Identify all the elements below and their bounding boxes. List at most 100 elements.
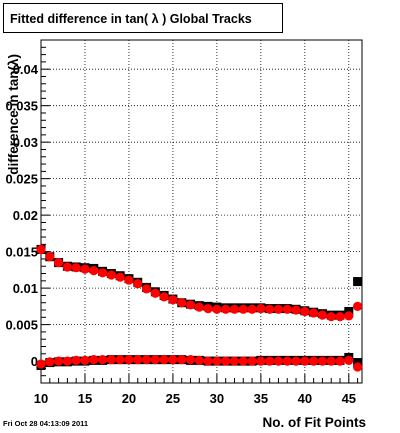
- data-point-red-circle: [141, 355, 152, 365]
- y-tick-label: 0.01: [13, 281, 38, 296]
- data-point-red-circle: [124, 275, 134, 285]
- x-tick-label: 40: [298, 391, 312, 406]
- data-point-red-circle: [115, 272, 125, 282]
- title-box: Fitted difference in tan( λ ) Global Tra…: [3, 3, 283, 33]
- y-tick-label: 0.03: [13, 135, 38, 150]
- data-point-red-circle: [177, 355, 187, 365]
- y-tick-label: 0.02: [13, 208, 38, 223]
- data-point-red-circle: [326, 356, 336, 366]
- data-markers: [36, 244, 363, 372]
- data-point-red-circle: [194, 355, 204, 365]
- data-point-red-circle: [80, 355, 90, 365]
- data-point-red-circle: [300, 356, 310, 366]
- data-point-red-circle: [168, 355, 178, 365]
- x-tick-label: 15: [78, 391, 92, 406]
- data-point-red-circle: [309, 356, 319, 366]
- data-point-red-circle: [203, 356, 213, 366]
- x-axis-title: No. of Fit Points: [263, 415, 367, 430]
- data-point-red-circle: [97, 268, 108, 278]
- x-tick-label: 20: [122, 391, 136, 406]
- data-point-red-circle: [150, 355, 160, 365]
- y-tick-label: 0: [31, 354, 38, 369]
- data-point-red-circle: [194, 302, 204, 312]
- data-point-red-circle: [282, 356, 292, 366]
- data-point-red-circle: [159, 292, 169, 302]
- data-point-red-circle: [247, 304, 257, 314]
- data-point-red-circle: [106, 270, 116, 280]
- data-point-black-square: [353, 277, 363, 287]
- data-point-red-circle: [265, 356, 275, 366]
- data-point-red-circle: [141, 284, 152, 294]
- x-tick-label: 45: [342, 391, 356, 406]
- data-point-red-circle: [97, 355, 108, 365]
- data-point-red-circle: [335, 356, 345, 366]
- chart-title: Fitted difference in tan( λ ) Global Tra…: [10, 12, 252, 26]
- data-point-red-circle: [115, 355, 125, 365]
- data-point-red-circle: [335, 311, 345, 322]
- plot-frame: [40, 39, 363, 384]
- tick-labels: 10 15 20 25 30 35 40 45 0 0.005 0.01 0.015 0.02 0.025…: [5, 62, 356, 406]
- data-point-red-circle: [62, 356, 72, 366]
- data-point-red-circle: [317, 310, 328, 320]
- data-point-red-circle: [309, 308, 319, 318]
- data-point-red-circle: [265, 304, 275, 314]
- data-point-red-circle: [62, 262, 72, 272]
- data-point-red-circle: [247, 356, 257, 366]
- data-point-red-circle: [326, 311, 336, 322]
- y-tick-label: 0.015: [5, 245, 38, 260]
- data-point-red-circle: [344, 311, 354, 321]
- x-tick-label: 30: [210, 391, 224, 406]
- data-point-red-circle: [133, 279, 143, 289]
- data-point-red-circle: [133, 355, 143, 365]
- data-point-red-circle: [353, 301, 363, 311]
- data-point-red-circle: [344, 355, 354, 365]
- timestamp: Fri Oct 28 04:13:09 2011: [3, 419, 89, 428]
- data-point-red-circle: [53, 356, 64, 366]
- data-point-red-circle: [256, 356, 266, 366]
- y-tick-label: 0.025: [5, 172, 38, 187]
- data-point-red-circle: [45, 252, 55, 262]
- data-point-red-circle: [212, 304, 222, 314]
- data-point-red-circle: [159, 355, 169, 365]
- data-point-red-circle: [71, 263, 81, 273]
- data-point-red-circle: [106, 355, 116, 365]
- data-point-red-circle: [185, 300, 196, 310]
- data-point-red-circle: [291, 305, 301, 315]
- data-point-red-circle: [53, 257, 64, 268]
- data-point-red-circle: [36, 244, 46, 255]
- data-point-red-circle: [71, 355, 81, 365]
- data-point-red-circle: [203, 303, 213, 314]
- data-point-red-circle: [221, 304, 231, 314]
- data-point-red-circle: [36, 359, 46, 369]
- data-point-red-circle: [221, 356, 231, 366]
- data-point-red-circle: [256, 303, 266, 314]
- grid-lines: [40, 40, 362, 383]
- data-point-red-circle: [124, 355, 134, 365]
- y-tick-label: 0.04: [13, 62, 39, 77]
- x-tick-label: 35: [254, 391, 268, 406]
- data-point-red-circle: [80, 264, 90, 274]
- data-point-red-circle: [238, 356, 248, 366]
- data-point-red-circle: [89, 266, 99, 276]
- data-point-red-circle: [177, 298, 187, 308]
- y-tick-label: 0.005: [5, 318, 38, 333]
- y-tick-label: 0.035: [5, 99, 38, 114]
- x-tick-label: 10: [34, 391, 48, 406]
- data-point-red-circle: [273, 304, 284, 314]
- data-point-red-circle: [185, 355, 196, 365]
- data-point-red-circle: [273, 356, 284, 366]
- data-point-red-circle: [353, 362, 363, 372]
- data-point-red-circle: [282, 304, 292, 314]
- data-point-red-circle: [300, 306, 310, 317]
- data-point-red-circle: [168, 295, 178, 305]
- y-axis-title: difference in tan(λ): [6, 54, 21, 175]
- data-point-red-circle: [317, 356, 328, 366]
- data-point-red-circle: [150, 288, 160, 298]
- data-point-red-circle: [291, 356, 301, 366]
- axis-ticks: [40, 39, 359, 383]
- data-point-red-circle: [229, 304, 240, 314]
- data-point-red-circle: [212, 356, 222, 366]
- data-point-red-circle: [45, 357, 55, 367]
- data-point-red-circle: [238, 304, 248, 314]
